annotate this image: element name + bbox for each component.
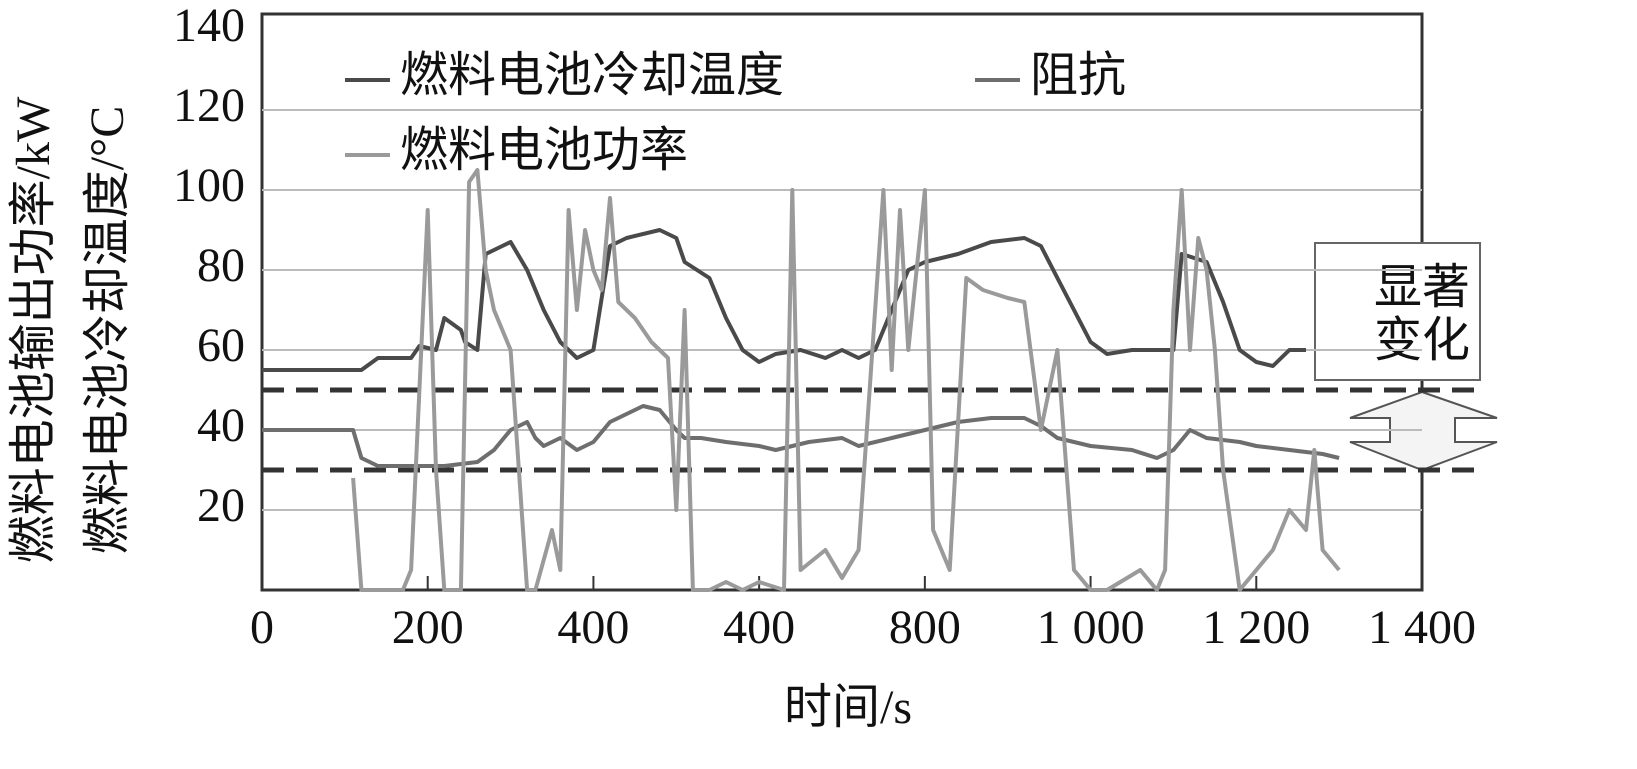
x-tick-label: 0 xyxy=(250,601,274,654)
y-tick-label: 80 xyxy=(197,239,245,292)
y-axis-title: 燃料电池冷却温度/°C xyxy=(81,106,134,555)
x-tick-label: 800 xyxy=(889,601,961,654)
y-tick-label: 120 xyxy=(173,79,245,132)
y-tick-label: 20 xyxy=(197,479,245,532)
legend-label: 燃料电池功率 xyxy=(400,124,688,177)
legend-label: 阻抗 xyxy=(1030,49,1126,102)
y-tick-label: 140 xyxy=(173,0,245,52)
annotation: 显著 xyxy=(1374,261,1470,314)
x-tick-label: 1 200 xyxy=(1202,601,1310,654)
legend-label: 燃料电池冷却温度 xyxy=(400,49,784,102)
series-line xyxy=(262,404,1340,468)
y-axis-title: 燃料电池输出功率/kW xyxy=(7,96,60,563)
x-tick-label: 1 000 xyxy=(1037,601,1145,654)
series-line xyxy=(262,228,1306,372)
y-tick-label: 40 xyxy=(197,399,245,452)
y-tick-label: 100 xyxy=(173,159,245,212)
x-tick-label: 1 400 xyxy=(1368,601,1476,654)
x-tick-label: 400 xyxy=(557,601,629,654)
annotation-box xyxy=(1314,242,1481,381)
annotation: 变化 xyxy=(1374,314,1470,367)
x-axis-title: 时间/s xyxy=(784,681,912,734)
x-tick-label: 400 xyxy=(723,601,795,654)
x-tick-label: 200 xyxy=(392,601,464,654)
series-line xyxy=(351,168,1341,592)
y-tick-label: 60 xyxy=(197,319,245,372)
